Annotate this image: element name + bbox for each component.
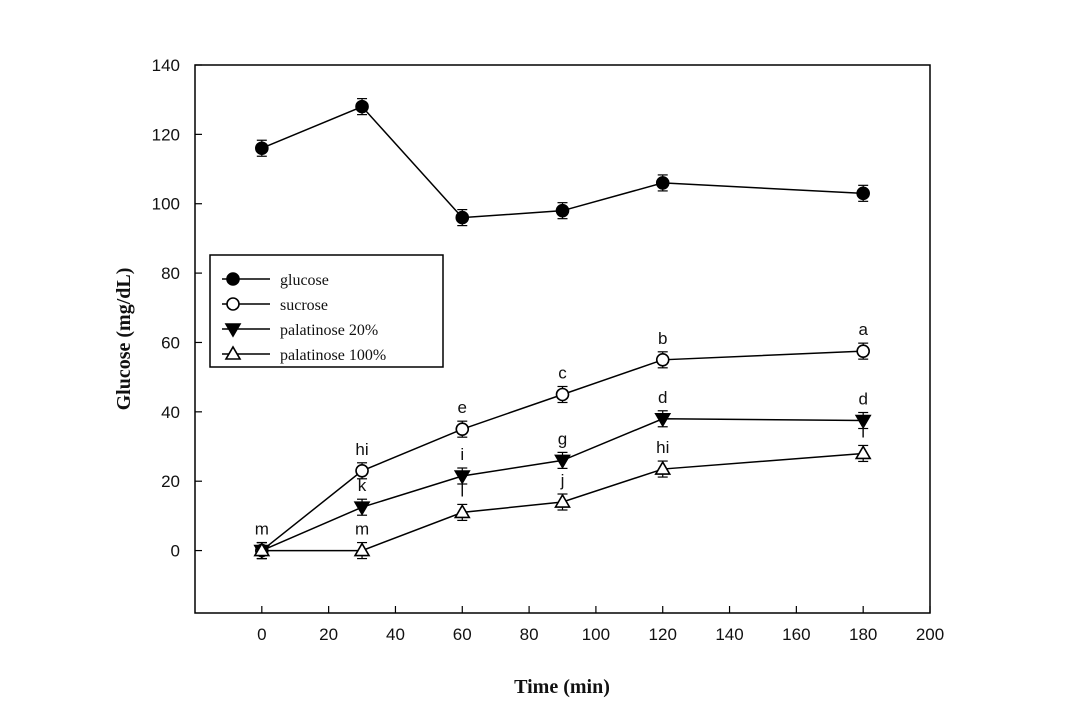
series-line-palatinose-20- [261,418,864,552]
series-line-palatinose-100- [261,452,864,552]
x-tick-label: 100 [582,625,610,644]
x-tick-label: 80 [520,625,539,644]
data-point [655,353,670,367]
legend-item: palatinose 100% [222,345,386,364]
data-point [654,412,672,428]
data-point [355,463,369,478]
point-label: d [858,390,867,409]
x-tick-label: 200 [916,625,944,644]
x-tick-label: 20 [319,625,338,644]
x-tick-label: 140 [715,625,743,644]
point-label: d [658,388,667,407]
data-point [453,470,471,485]
point-label: hi [656,438,669,457]
series-line-sucrose [261,350,864,552]
y-tick-label: 120 [152,125,180,144]
legend-label: palatinose 20% [280,322,378,339]
series-palatinose-100- [253,444,872,560]
legend-marker [224,345,242,360]
point-label: b [658,329,667,348]
legend: glucose sucrose palatinose 20% palatinose 1… [209,254,444,368]
data-point [353,541,371,557]
data-point [253,541,271,557]
legend-item: glucose [222,272,329,289]
point-label: k [358,476,367,495]
point-label: a [858,320,868,339]
x-tick-label: 180 [849,625,877,644]
legend-box [209,254,444,368]
legend-marker [226,297,240,311]
data-point [856,344,870,358]
data-point [854,444,872,460]
legend-item: sucrose [222,297,328,314]
y-tick-label: 20 [161,472,180,491]
data-point [554,493,571,508]
y-tick-label: 140 [152,56,180,75]
y-axis-title: Glucose (mg/dL) [113,268,135,411]
data-point [455,422,470,436]
series-line-glucose [261,105,864,219]
data-point [655,176,670,190]
legend-label: sucrose [280,297,328,314]
series-glucose [255,98,870,227]
point-label: m [355,520,369,539]
x-tick-label: 160 [782,625,810,644]
legend-marker [224,323,242,338]
point-label: m [255,520,269,539]
data-point [854,414,872,430]
x-axis-title: Time (min) [514,676,610,698]
point-label: l [460,481,464,500]
data-point [555,387,570,402]
point-label: e [458,398,467,417]
legend-item: palatinose 20% [222,322,378,339]
point-label: i [861,422,865,441]
data-point [353,501,371,516]
data-point [555,203,570,218]
y-tick-label: 60 [161,333,180,352]
point-label: i [460,445,464,464]
x-tick-label: 40 [386,625,405,644]
data-point [255,141,269,156]
point-label: j [560,471,565,490]
x-tick-label: 0 [257,625,266,644]
data-point [654,460,672,475]
x-tick-label: 120 [649,625,677,644]
series-palatinose-20- [253,410,872,560]
y-tick-label: 0 [171,542,180,561]
data-point [554,454,571,469]
point-label: hi [355,440,368,459]
x-tick-label: 60 [453,625,472,644]
data-point [455,210,470,225]
y-tick-label: 100 [152,195,180,214]
legend-label: palatinose 100% [280,347,386,364]
data-point [453,503,471,519]
data-point [355,99,369,114]
point-label: g [558,429,567,448]
y-tick-label: 80 [161,264,180,283]
data-point [856,186,870,201]
legend-label: glucose [280,272,329,289]
y-tick-label: 40 [161,403,180,422]
point-label: c [558,363,567,382]
plot-frame [194,64,931,614]
legend-marker [226,272,240,286]
